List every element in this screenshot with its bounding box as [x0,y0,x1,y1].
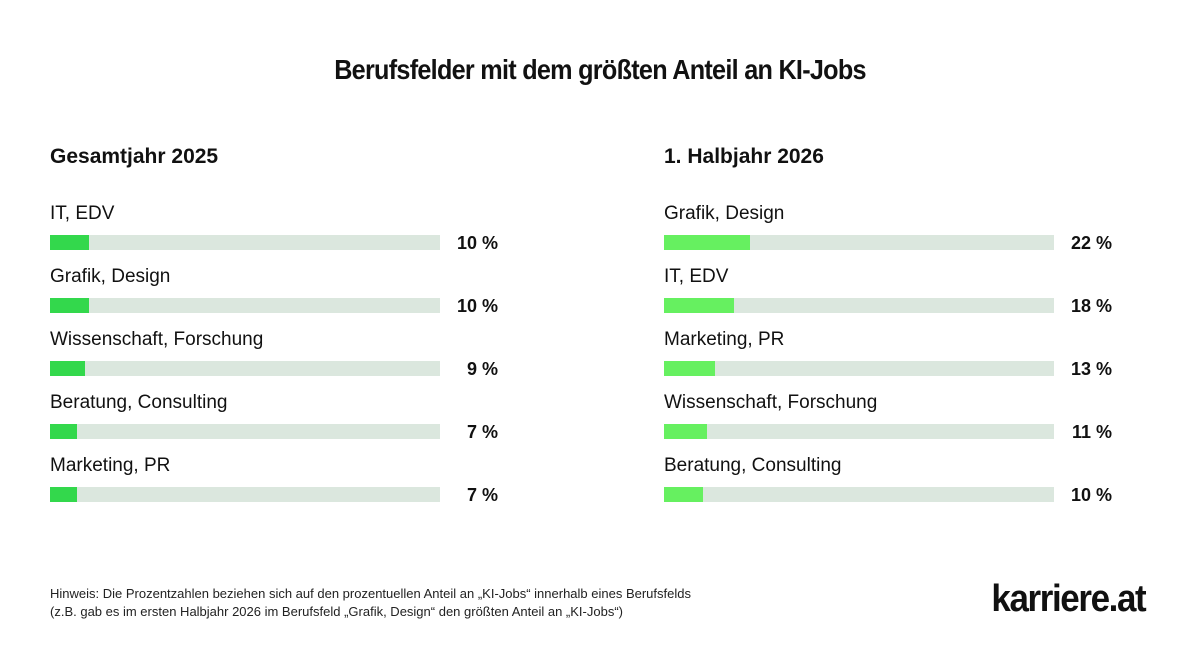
bar-row: Beratung, Consulting 10 % [664,454,1124,517]
bar [50,424,77,439]
panel-title: Gesamtjahr 2025 [50,145,219,168]
bar-track [664,361,1054,376]
category-label: Beratung, Consulting [50,392,228,413]
bar-track [664,298,1054,313]
category-label: Marketing, PR [50,455,171,476]
bar [664,298,734,313]
bar-row: Marketing, PR 7 % [50,454,510,517]
bar-track [50,361,440,376]
footnote-line-1: Hinweis: Die Prozentzahlen beziehen sich… [50,586,691,601]
value-label: 10 % [456,296,498,316]
bar-track [664,487,1054,502]
value-label: 10 % [456,233,498,253]
bar-track [50,235,440,250]
footnote: Hinweis: Die Prozentzahlen beziehen sich… [50,585,691,621]
bar-track [50,487,440,502]
category-label: Grafik, Design [50,266,171,287]
bar [50,487,77,502]
brand-logo: karriere.at [991,578,1146,620]
bar-row: Grafik, Design 22 % [664,202,1124,265]
category-label: IT, EDV [50,203,115,224]
bar [50,361,85,376]
bar [664,361,715,376]
bar [664,424,707,439]
bar-row: Wissenschaft, Forschung 9 % [50,328,510,391]
panel-title: 1. Halbjahr 2026 [664,145,824,168]
bar [664,235,750,250]
value-label: 13 % [1070,359,1112,379]
bar-row: Marketing, PR 13 % [664,328,1124,391]
bar-row: Beratung, Consulting 7 % [50,391,510,454]
footnote-line-2: (z.B. gab es im ersten Halbjahr 2026 im … [50,604,623,619]
bar-track [664,235,1054,250]
category-label: Grafik, Design [664,203,785,224]
bar-rows: IT, EDV 10 % Grafik, Design 10 % Wissenschaf… [50,202,510,517]
category-label: IT, EDV [664,266,729,287]
value-label: 10 % [1070,485,1112,505]
value-label: 11 % [1071,422,1112,442]
category-label: Beratung, Consulting [664,455,842,476]
bar-track [50,298,440,313]
bar [50,298,89,313]
chart-title: Berufsfelder mit dem größten Anteil an K… [334,54,866,85]
panel-gesamtjahr-2025: Gesamtjahr 2025 IT, EDV 10 % Grafik, Desig… [50,142,510,517]
value-label: 7 % [466,485,498,505]
bar [664,487,703,502]
bar-track [664,424,1054,439]
bar-row: Wissenschaft, Forschung 11 % [664,391,1124,454]
category-label: Wissenschaft, Forschung [664,392,878,413]
bar-row: IT, EDV 18 % [664,265,1124,328]
bar-row: Grafik, Design 10 % [50,265,510,328]
bar [50,235,89,250]
bar-rows: Grafik, Design 22 % IT, EDV 18 % Marketing, … [664,202,1124,517]
panel-halbjahr-2026: 1. Halbjahr 2026 Grafik, Design 22 % IT, E… [664,142,1124,517]
value-label: 9 % [466,359,498,379]
value-label: 7 % [466,422,498,442]
bar-track [50,424,440,439]
category-label: Wissenschaft, Forschung [50,329,264,350]
category-label: Marketing, PR [664,329,785,350]
value-label: 22 % [1070,233,1112,253]
value-label: 18 % [1070,296,1112,316]
bar-row: IT, EDV 10 % [50,202,510,265]
